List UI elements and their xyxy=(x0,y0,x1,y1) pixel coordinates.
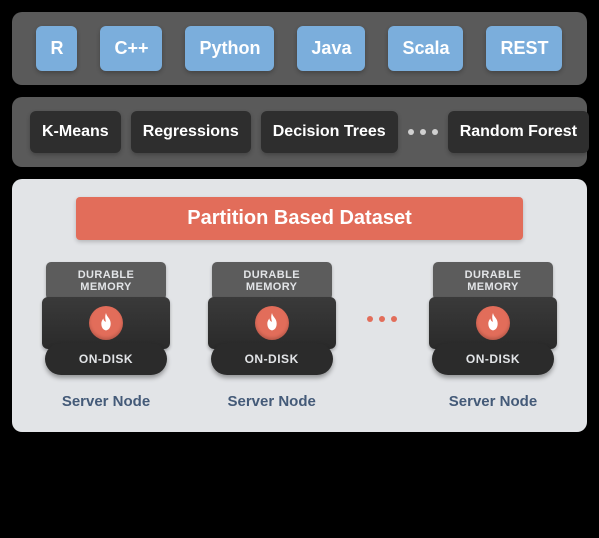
lang-chip-python: Python xyxy=(185,26,274,71)
server-node-2: DURABLE MEMORY ON-DISK Server Node xyxy=(202,262,342,410)
server-node-1: DURABLE MEMORY ON-DISK Server Node xyxy=(36,262,176,410)
dot-icon xyxy=(420,129,426,135)
ondisk-label: ON-DISK xyxy=(211,343,333,375)
node-caption: Server Node xyxy=(449,393,537,410)
node-caption: Server Node xyxy=(227,393,315,410)
lang-chip-java: Java xyxy=(297,26,365,71)
lang-chip-scala: Scala xyxy=(388,26,463,71)
node-caption: Server Node xyxy=(62,393,150,410)
nodes-row: DURABLE MEMORY ON-DISK Server Node DURAB… xyxy=(36,262,563,410)
languages-row: R C++ Python Java Scala REST xyxy=(30,26,569,71)
flame-icon xyxy=(89,306,123,340)
algo-ellipsis xyxy=(408,129,438,135)
languages-panel: R C++ Python Java Scala REST xyxy=(12,12,587,85)
node-mid xyxy=(208,297,336,349)
dot-icon xyxy=(408,129,414,135)
ondisk-label: ON-DISK xyxy=(432,343,554,375)
server-node-3: DURABLE MEMORY ON-DISK Server Node xyxy=(423,262,563,410)
lang-chip-r: R xyxy=(36,26,77,71)
flame-icon xyxy=(255,306,289,340)
dataset-title: Partition Based Dataset xyxy=(76,197,523,240)
lang-chip-cpp: C++ xyxy=(100,26,162,71)
dot-icon xyxy=(379,316,385,322)
node-ellipsis xyxy=(367,316,397,322)
algo-chip-random-forest: Random Forest xyxy=(448,111,589,153)
algorithms-panel: K-Means Regressions Decision Trees Rando… xyxy=(12,97,587,167)
algorithms-row: K-Means Regressions Decision Trees Rando… xyxy=(30,111,569,153)
ondisk-label: ON-DISK xyxy=(45,343,167,375)
node-mid xyxy=(42,297,170,349)
dataset-panel: Partition Based Dataset DURABLE MEMORY O… xyxy=(12,179,587,432)
dot-icon xyxy=(391,316,397,322)
dot-icon xyxy=(432,129,438,135)
algo-chip-kmeans: K-Means xyxy=(30,111,121,153)
durable-memory-label: DURABLE MEMORY xyxy=(212,262,332,300)
dot-icon xyxy=(367,316,373,322)
lang-chip-rest: REST xyxy=(486,26,562,71)
flame-icon xyxy=(476,306,510,340)
durable-memory-label: DURABLE MEMORY xyxy=(433,262,553,300)
durable-memory-label: DURABLE MEMORY xyxy=(46,262,166,300)
node-mid xyxy=(429,297,557,349)
algo-chip-decision-trees: Decision Trees xyxy=(261,111,398,153)
algo-chip-regressions: Regressions xyxy=(131,111,251,153)
